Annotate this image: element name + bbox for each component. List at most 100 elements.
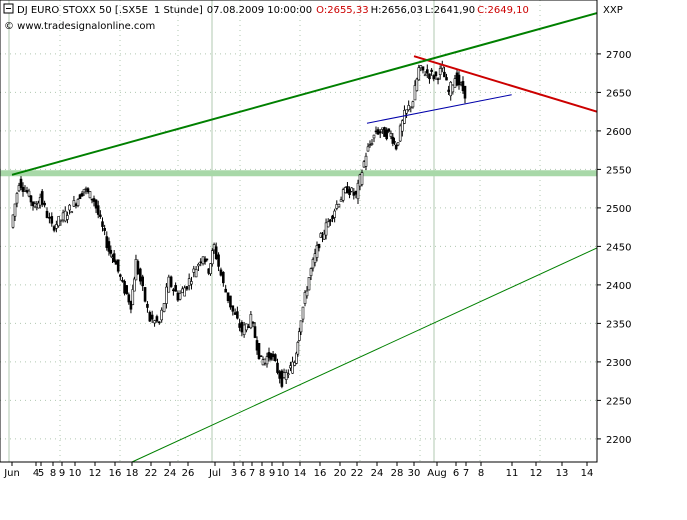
candle-body xyxy=(181,288,184,293)
candle-body xyxy=(245,323,248,331)
candle-body xyxy=(385,129,388,140)
candle-body xyxy=(370,143,374,145)
candle-body xyxy=(457,74,461,86)
candle-body xyxy=(169,276,173,287)
y-tick-label: 2300 xyxy=(606,358,631,369)
candle-body xyxy=(219,269,223,276)
candle-body xyxy=(409,106,413,109)
candle-body xyxy=(378,131,382,134)
candle-body xyxy=(297,331,301,341)
candle-body xyxy=(463,85,467,99)
candle-body xyxy=(172,289,175,292)
x-tick-label: 3 xyxy=(231,468,237,479)
candle-body xyxy=(59,219,63,222)
candle-body xyxy=(337,203,341,208)
candle-body xyxy=(66,215,69,220)
candle-body xyxy=(205,258,209,261)
candle-body xyxy=(70,211,74,214)
candle-body xyxy=(114,260,118,265)
x-tick-label: 12 xyxy=(89,468,102,479)
candle-body xyxy=(38,196,42,206)
candle-body xyxy=(331,215,334,220)
candle-body xyxy=(326,221,330,228)
candle-body xyxy=(236,311,239,319)
candle-body xyxy=(381,127,384,130)
candle-body xyxy=(125,285,128,295)
candle-body xyxy=(143,287,147,302)
candle-body xyxy=(391,136,395,144)
candle-body xyxy=(84,188,88,190)
candle-body xyxy=(364,155,368,167)
candle-body xyxy=(174,285,177,292)
candle-body xyxy=(68,204,71,211)
candle-body xyxy=(253,326,257,338)
candle-body xyxy=(309,268,313,277)
candle-body xyxy=(78,194,82,200)
candle-body xyxy=(396,142,400,146)
y-tick-label: 2350 xyxy=(606,319,631,330)
candle-body xyxy=(55,224,58,229)
candle-body xyxy=(187,278,191,286)
candle-body xyxy=(387,128,391,132)
candle-body xyxy=(360,172,364,185)
candle-body xyxy=(178,293,182,300)
candle-body xyxy=(329,219,332,222)
y-tick-label: 2500 xyxy=(606,204,631,215)
plot-frame xyxy=(0,0,598,463)
candle-body xyxy=(214,246,218,260)
candle-body xyxy=(411,101,415,108)
candle-body xyxy=(190,281,193,285)
candle-body xyxy=(116,259,120,272)
candle-body xyxy=(447,89,450,92)
candle-body xyxy=(278,371,282,379)
candle-body xyxy=(428,73,431,80)
candle-body xyxy=(29,195,33,203)
candle-body xyxy=(352,192,356,196)
candle-body xyxy=(139,268,142,282)
candle-body xyxy=(415,78,419,92)
x-tick-label: 14 xyxy=(294,468,307,479)
candle-body xyxy=(451,84,455,93)
candle-body xyxy=(112,253,116,262)
candle-body xyxy=(449,81,453,97)
candle-body xyxy=(167,276,171,293)
candle-body xyxy=(160,309,163,321)
candle-body xyxy=(57,216,60,227)
candle-body xyxy=(432,75,436,80)
candle-body xyxy=(40,191,44,205)
x-tick-label: 12 xyxy=(530,468,543,479)
candle-body xyxy=(141,276,144,287)
chart-header: DJ EURO STOXX 50 [.SX5E 1 Stunde] 07.08.20… xyxy=(3,3,529,32)
candle-body xyxy=(303,292,307,304)
y-tick-label: 2650 xyxy=(606,88,631,99)
y-tick-label: 2400 xyxy=(606,281,631,292)
candle-body xyxy=(52,226,56,231)
candle-body xyxy=(63,210,67,222)
candle-body xyxy=(158,321,161,324)
candle-body xyxy=(226,292,230,302)
y-tick-label: 2200 xyxy=(606,435,631,446)
candle-body xyxy=(265,356,269,365)
candle-body xyxy=(148,312,152,322)
candle-body xyxy=(407,105,410,111)
candle-body xyxy=(165,286,168,304)
x-tick-label: 16 xyxy=(314,468,327,479)
candle-body xyxy=(313,253,317,263)
candle-body xyxy=(322,233,326,240)
candle-body xyxy=(13,203,17,217)
candle-body xyxy=(339,199,343,202)
x-tick-label: 22 xyxy=(351,468,364,479)
candle-body xyxy=(238,323,241,328)
candle-body xyxy=(348,189,351,196)
candle-body xyxy=(443,71,446,78)
candle-body xyxy=(212,244,216,251)
candle-body xyxy=(269,353,273,360)
candle-body xyxy=(222,271,225,284)
candle-body xyxy=(333,210,336,218)
x-tick-label: 7 xyxy=(463,468,469,479)
candle-body xyxy=(376,129,380,135)
candle-body xyxy=(436,78,440,80)
candle-body xyxy=(434,71,438,77)
candle-body xyxy=(335,204,339,209)
candle-body xyxy=(401,120,404,132)
